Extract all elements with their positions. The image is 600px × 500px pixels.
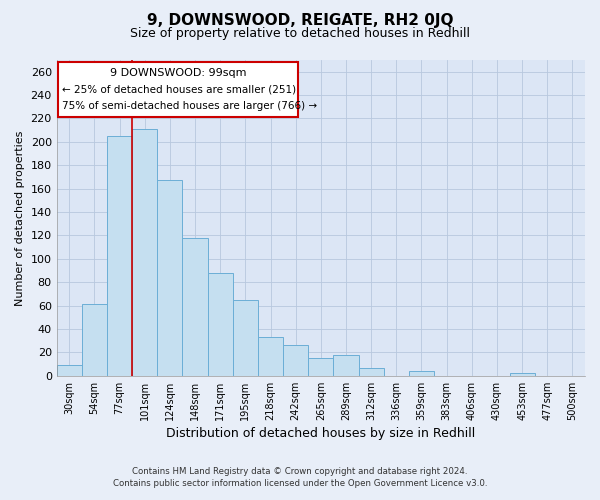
Text: Size of property relative to detached houses in Redhill: Size of property relative to detached ho…: [130, 28, 470, 40]
Text: ← 25% of detached houses are smaller (251): ← 25% of detached houses are smaller (25…: [62, 84, 296, 94]
Bar: [334, 355, 359, 376]
Bar: [56, 366, 82, 376]
Text: 9 DOWNSWOOD: 99sqm: 9 DOWNSWOOD: 99sqm: [110, 68, 247, 78]
Bar: [283, 346, 308, 376]
FancyBboxPatch shape: [58, 62, 298, 118]
Bar: [258, 337, 283, 376]
Text: Contains HM Land Registry data © Crown copyright and database right 2024.
Contai: Contains HM Land Registry data © Crown c…: [113, 466, 487, 487]
Text: 9, DOWNSWOOD, REIGATE, RH2 0JQ: 9, DOWNSWOOD, REIGATE, RH2 0JQ: [147, 12, 453, 28]
Text: 75% of semi-detached houses are larger (766) →: 75% of semi-detached houses are larger (…: [62, 101, 317, 111]
Bar: [233, 300, 258, 376]
Bar: [157, 180, 182, 376]
Bar: [107, 136, 132, 376]
Bar: [208, 273, 233, 376]
Bar: [359, 368, 384, 376]
Bar: [182, 238, 208, 376]
Bar: [308, 358, 334, 376]
Bar: [509, 374, 535, 376]
Bar: [82, 304, 107, 376]
Bar: [132, 129, 157, 376]
Y-axis label: Number of detached properties: Number of detached properties: [15, 130, 25, 306]
Bar: [409, 371, 434, 376]
X-axis label: Distribution of detached houses by size in Redhill: Distribution of detached houses by size …: [166, 427, 475, 440]
